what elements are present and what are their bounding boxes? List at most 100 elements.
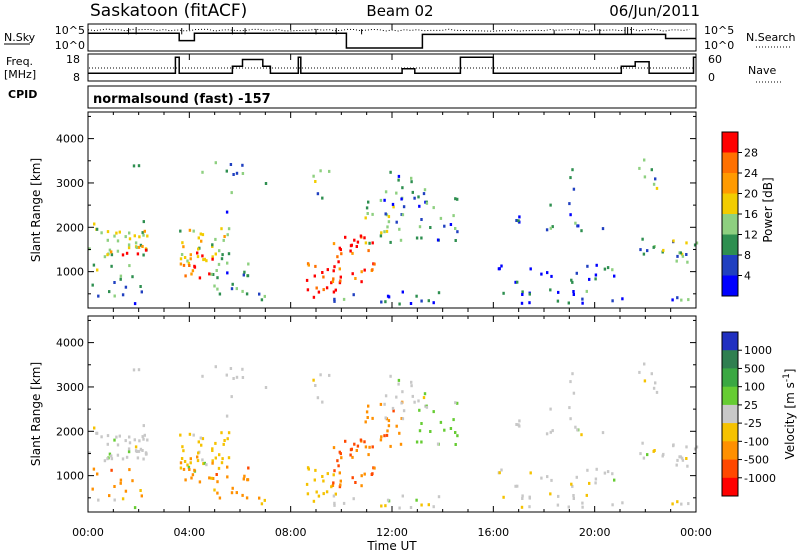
- velocity-cell: [226, 465, 229, 469]
- power-cell: [241, 163, 244, 167]
- power-cell: [125, 251, 129, 255]
- power-cell: [385, 213, 389, 217]
- beam-title: Beam 02: [366, 2, 433, 20]
- velocity-cell: [383, 434, 386, 438]
- velocity-cell: [322, 492, 325, 496]
- power-cell: [386, 225, 389, 229]
- power-cell: [397, 174, 401, 178]
- velocity-cell: [331, 484, 335, 487]
- velocity-colorbar-swatch: [722, 368, 738, 388]
- power-cell: [339, 248, 342, 252]
- power-cell: [139, 285, 142, 288]
- velocity-cell: [221, 457, 224, 461]
- velocity-cell: [312, 499, 316, 503]
- velocity-cell: [344, 439, 347, 443]
- power-cell: [116, 249, 120, 253]
- power-cell: [181, 241, 184, 245]
- power-cell: [191, 269, 195, 273]
- frequency-panel: Freq. [MHz] 18 8 60 0 Nave: [4, 53, 782, 84]
- power-cell: [606, 266, 610, 270]
- velocity-cell: [436, 442, 440, 446]
- velocity-cell: [330, 485, 333, 489]
- power-cell: [601, 227, 605, 231]
- power-cell: [681, 254, 685, 258]
- velocity-cell: [189, 461, 192, 465]
- power-cell: [675, 259, 678, 263]
- velocity-colorbar-tick-label: 25: [744, 399, 758, 412]
- power-cell: [611, 268, 614, 272]
- velocity-cell: [424, 404, 427, 408]
- velocity-cell: [225, 414, 229, 418]
- power-cell: [574, 221, 577, 225]
- velocity-cell: [211, 461, 214, 465]
- power-cell: [364, 241, 368, 245]
- power-cell: [594, 273, 598, 277]
- velocity-cell: [241, 493, 244, 497]
- power-cell: [331, 280, 335, 283]
- power-cell: [225, 210, 229, 214]
- velocity-cell: [95, 431, 99, 435]
- velocity-colorbar-swatch: [722, 386, 738, 406]
- power-cell: [439, 216, 443, 220]
- power-cell: [229, 163, 233, 166]
- velocity-cell: [383, 402, 386, 406]
- power-cell: [216, 276, 219, 280]
- power-cell: [226, 271, 229, 275]
- power-cell: [113, 294, 116, 298]
- velocity-cell: [643, 362, 646, 366]
- x-axis-label: Time UT: [366, 539, 417, 553]
- velocity-cell: [128, 441, 132, 445]
- velocity-cell: [200, 443, 203, 447]
- velocity-cell: [366, 416, 369, 419]
- power-cell: [585, 289, 588, 293]
- velocity-cell: [196, 459, 200, 463]
- velocity-cell: [315, 490, 318, 494]
- velocity-cell: [317, 494, 321, 498]
- power-cell: [110, 253, 114, 257]
- noise-left-tick-top: 10^5: [55, 24, 85, 37]
- power-cell: [557, 290, 560, 294]
- velocity-cell: [332, 446, 336, 450]
- velocity-cell: [231, 486, 234, 490]
- velocity-cell: [211, 447, 214, 451]
- power-y-tick-label: 2000: [56, 221, 84, 234]
- power-cell: [121, 253, 125, 257]
- power-cell: [679, 251, 682, 255]
- power-cell: [581, 297, 584, 301]
- velocity-cell: [179, 461, 183, 465]
- power-cell: [115, 231, 118, 235]
- power-cell: [196, 251, 199, 255]
- power-cell: [662, 248, 665, 252]
- velocity-cell: [686, 464, 689, 468]
- velocity-cell: [113, 498, 116, 502]
- power-cell: [119, 274, 123, 278]
- velocity-cell: [342, 501, 346, 505]
- velocity-cell: [498, 471, 501, 475]
- velocity-cell: [518, 419, 521, 423]
- velocity-cell: [410, 384, 413, 388]
- power-cell: [399, 238, 403, 242]
- velocity-cell: [222, 442, 225, 446]
- power-cell: [108, 248, 112, 252]
- power-cell: [332, 277, 335, 281]
- power-cell: [395, 191, 398, 195]
- velocity-colorbar-label-text: Velocity [m s-1]: [782, 369, 797, 460]
- velocity-cell: [226, 437, 229, 441]
- power-cell: [192, 229, 195, 233]
- velocity-cell: [106, 442, 109, 446]
- freq-left-tick-top: 18: [66, 53, 80, 66]
- velocity-cell: [549, 407, 552, 411]
- velocity-cell: [97, 498, 100, 502]
- velocity-cell: [395, 395, 398, 399]
- power-cell: [183, 256, 187, 259]
- velocity-cell: [196, 455, 199, 459]
- velocity-cell: [106, 457, 109, 461]
- power-cell: [654, 177, 657, 181]
- power-colorbar-tick-label: 20: [744, 188, 758, 201]
- velocity-cell: [193, 468, 196, 472]
- velocity-cell: [201, 437, 205, 441]
- velocity-cell: [119, 478, 123, 482]
- power-cell: [556, 299, 560, 303]
- power-cell: [549, 226, 552, 230]
- power-cell: [549, 288, 552, 292]
